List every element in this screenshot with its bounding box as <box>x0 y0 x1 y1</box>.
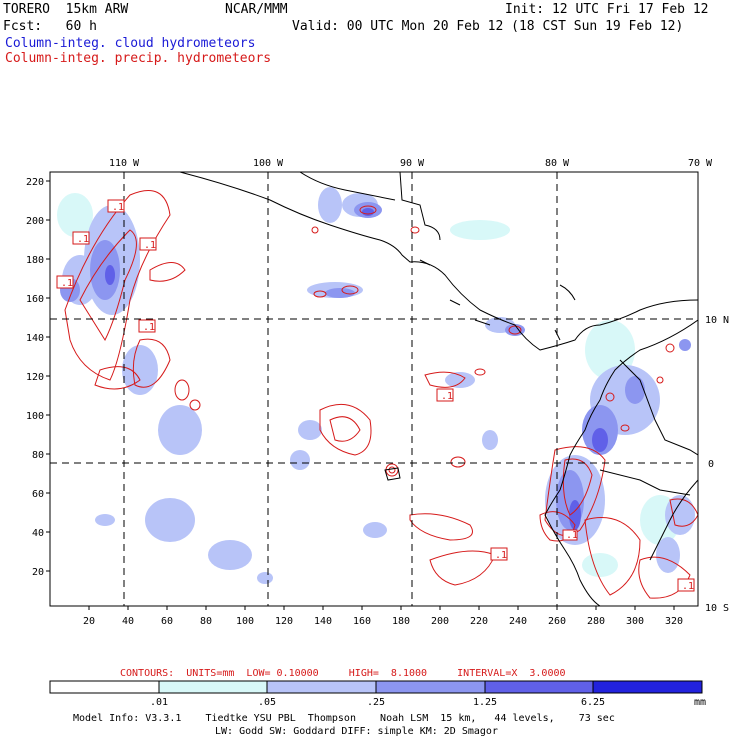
lon-label: 70 W <box>688 158 713 169</box>
colorbar-label: .01 <box>150 697 168 708</box>
colorbar-bin <box>266 680 377 694</box>
map-area <box>57 172 698 606</box>
colorbar-bin <box>49 680 160 694</box>
y-tick-label: 140 <box>26 333 44 344</box>
colorbar-label: 6.25 <box>581 697 605 708</box>
contour-info: CONTOURS: UNITS=mm LOW= 0.10000 HIGH= 8.… <box>120 668 566 679</box>
y-tick-label: 220 <box>26 177 44 188</box>
contour-label: .1 <box>143 322 155 333</box>
colorbar-bin <box>484 680 594 694</box>
org-label: NCAR/MMM <box>225 2 288 17</box>
x-tick-label: 280 <box>587 616 605 627</box>
x-tick-label: 260 <box>548 616 566 627</box>
axis-ticks <box>46 180 675 610</box>
init-time: Init: 12 UTC Fri 17 Feb 12 <box>505 2 709 17</box>
lon-label: 110 W <box>109 158 140 169</box>
x-tick-label: 160 <box>353 616 371 627</box>
y-tick-label: 120 <box>26 372 44 383</box>
contour-label: .1 <box>144 240 156 251</box>
cloud-shading-core <box>105 208 608 530</box>
x-tick-label: 320 <box>665 616 683 627</box>
y-tick-label: 60 <box>32 489 44 500</box>
forecast-hour: Fcst: 60 h <box>3 19 97 34</box>
colorbar-label: 1.25 <box>473 697 497 708</box>
y-tick-label: 20 <box>32 567 44 578</box>
colorbar <box>49 680 703 694</box>
lat-label: 0 <box>708 459 714 470</box>
contour-label: .1 <box>441 391 453 402</box>
x-tick-label: 120 <box>275 616 293 627</box>
colorbar-unit: mm <box>694 697 706 708</box>
x-tick-label: 220 <box>470 616 488 627</box>
y-tick-label: 80 <box>32 450 44 461</box>
lon-label: 100 W <box>253 158 284 169</box>
contour-label-boxes <box>56 199 695 592</box>
contour-label: .1 <box>77 234 89 245</box>
model-title: TORERO 15km ARW <box>3 2 129 17</box>
lon-label: 90 W <box>400 158 425 169</box>
latitude-labels: 10 N 0 10 S <box>705 315 729 614</box>
physics-info: LW: Godd SW: Goddard DIFF: simple KM: 2D… <box>215 726 498 737</box>
x-tick-label: 40 <box>122 616 134 627</box>
contour-label: .1 <box>566 530 578 541</box>
precip-contours <box>64 190 698 599</box>
model-info: Model Info: V3.3.1 Tiedtke YSU PBL Thomp… <box>73 713 615 724</box>
coastlines <box>179 172 698 606</box>
y-tick-label: 200 <box>26 216 44 227</box>
colorbar-label: .25 <box>367 697 385 708</box>
map-frame <box>49 171 699 607</box>
x-tick-label: 60 <box>161 616 173 627</box>
x-tick-label: 20 <box>83 616 95 627</box>
contour-label: .1 <box>61 278 73 289</box>
y-tick-label: 40 <box>32 528 44 539</box>
contour-label-texts: .1 .1 .1 .1 .1 .1 .1 .1 .1 <box>61 202 694 592</box>
x-tick-label: 180 <box>392 616 410 627</box>
y-tick-label: 180 <box>26 255 44 266</box>
contour-label: .1 <box>495 550 507 561</box>
cloud-shading-medium <box>62 187 695 584</box>
x-tick-label: 140 <box>314 616 332 627</box>
colorbar-label: .05 <box>258 697 276 708</box>
y-index-labels: 220 200 180 160 140 120 100 80 60 40 20 <box>26 177 44 578</box>
longitude-labels: 110 W 100 W 90 W 80 W 70 W <box>109 158 713 169</box>
y-tick-label: 100 <box>26 411 44 422</box>
lat-label: 10 N <box>705 315 729 326</box>
x-index-labels: 20 40 60 80 100 120 140 160 180 200 220 … <box>83 616 683 627</box>
colorbar-bin <box>592 680 703 694</box>
contour-label: .1 <box>682 581 694 592</box>
colorbar-bin <box>375 680 486 694</box>
contour-label: .1 <box>112 202 124 213</box>
y-tick-label: 160 <box>26 294 44 305</box>
x-tick-label: 80 <box>200 616 212 627</box>
lat-label: 10 S <box>705 603 729 614</box>
field-precip-label: Column-integ. precip. hydrometeors <box>5 51 272 66</box>
colorbar-labels: .01 .05 .25 1.25 6.25 mm <box>150 697 706 708</box>
x-tick-label: 200 <box>431 616 449 627</box>
latlon-grid <box>50 172 698 606</box>
x-tick-label: 100 <box>236 616 254 627</box>
lon-label: 80 W <box>545 158 570 169</box>
x-tick-label: 300 <box>626 616 644 627</box>
colorbar-bin <box>158 680 268 694</box>
field-cloud-label: Column-integ. cloud hydrometeors <box>5 36 256 51</box>
x-tick-label: 240 <box>509 616 527 627</box>
valid-time: Valid: 00 UTC Mon 20 Feb 12 (18 CST Sun … <box>292 19 684 34</box>
